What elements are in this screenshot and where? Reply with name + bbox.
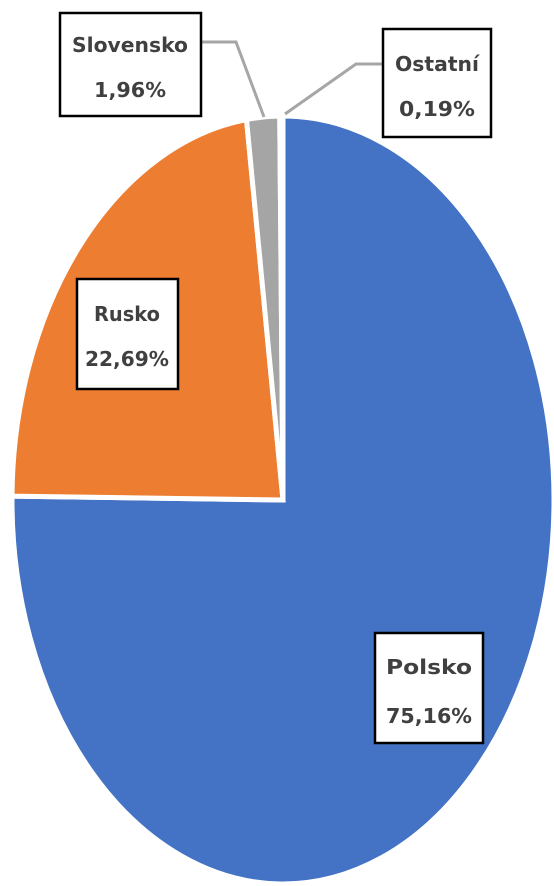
data-label-rusko-name: Rusko	[94, 302, 160, 326]
data-label-slovensko: Slovensko 1,96%	[58, 11, 203, 118]
leader-line-ostatni	[284, 62, 383, 116]
data-label-slovensko-name: Slovensko	[72, 33, 188, 57]
pie-slice-ostatni	[277, 113, 286, 501]
leader-lines	[201, 40, 383, 118]
data-label-polsko: Polsko 75,16%	[373, 631, 485, 745]
data-label-ostatni-value: 0,19%	[399, 97, 475, 121]
data-label-rusko: Rusko 22,69%	[75, 277, 180, 391]
data-label-slovensko-value: 1,96%	[94, 78, 166, 102]
leader-line-slovensko	[201, 40, 266, 118]
data-label-ostatni-name: Ostatní	[395, 52, 480, 76]
pie-slices	[9, 113, 554, 886]
data-label-ostatni: Ostatní 0,19%	[381, 27, 493, 139]
data-label-polsko-name: Polsko	[386, 655, 472, 679]
data-label-polsko-value: 75,16%	[386, 704, 472, 728]
data-label-rusko-value: 22,69%	[85, 347, 169, 371]
